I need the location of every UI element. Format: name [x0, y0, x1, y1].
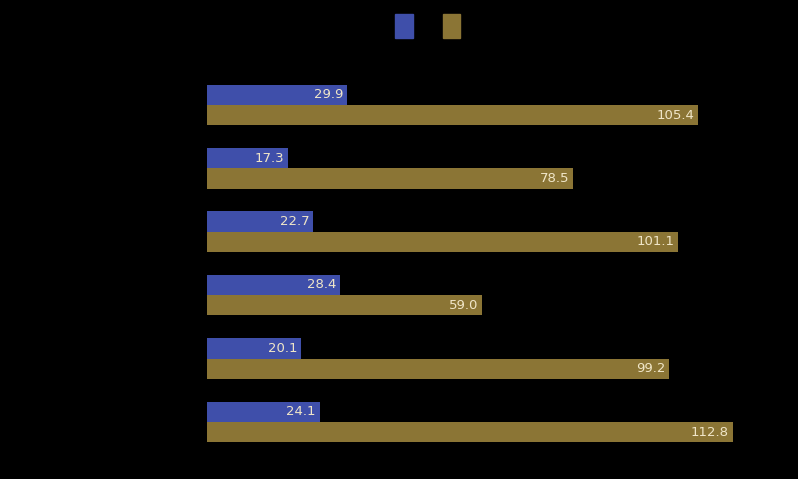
Bar: [207, 85, 346, 105]
Text: 28.4: 28.4: [306, 278, 336, 292]
Bar: [207, 401, 320, 422]
Bar: [207, 275, 340, 295]
Bar: [207, 148, 288, 169]
Bar: [207, 105, 698, 125]
Bar: [207, 232, 678, 252]
Text: 20.1: 20.1: [268, 342, 298, 355]
Bar: [207, 422, 733, 442]
Text: 24.1: 24.1: [286, 405, 316, 418]
Text: 29.9: 29.9: [314, 88, 343, 102]
Bar: [207, 295, 482, 315]
Bar: [207, 169, 573, 189]
Text: 99.2: 99.2: [636, 362, 666, 375]
Text: 78.5: 78.5: [539, 172, 569, 185]
Bar: [207, 358, 670, 379]
Text: 112.8: 112.8: [691, 425, 729, 439]
Text: 59.0: 59.0: [449, 299, 479, 312]
Bar: [207, 212, 313, 232]
Bar: [207, 338, 301, 358]
Text: 105.4: 105.4: [657, 109, 694, 122]
Text: 101.1: 101.1: [636, 235, 674, 249]
Text: 22.7: 22.7: [280, 215, 310, 228]
Text: 17.3: 17.3: [255, 152, 284, 165]
